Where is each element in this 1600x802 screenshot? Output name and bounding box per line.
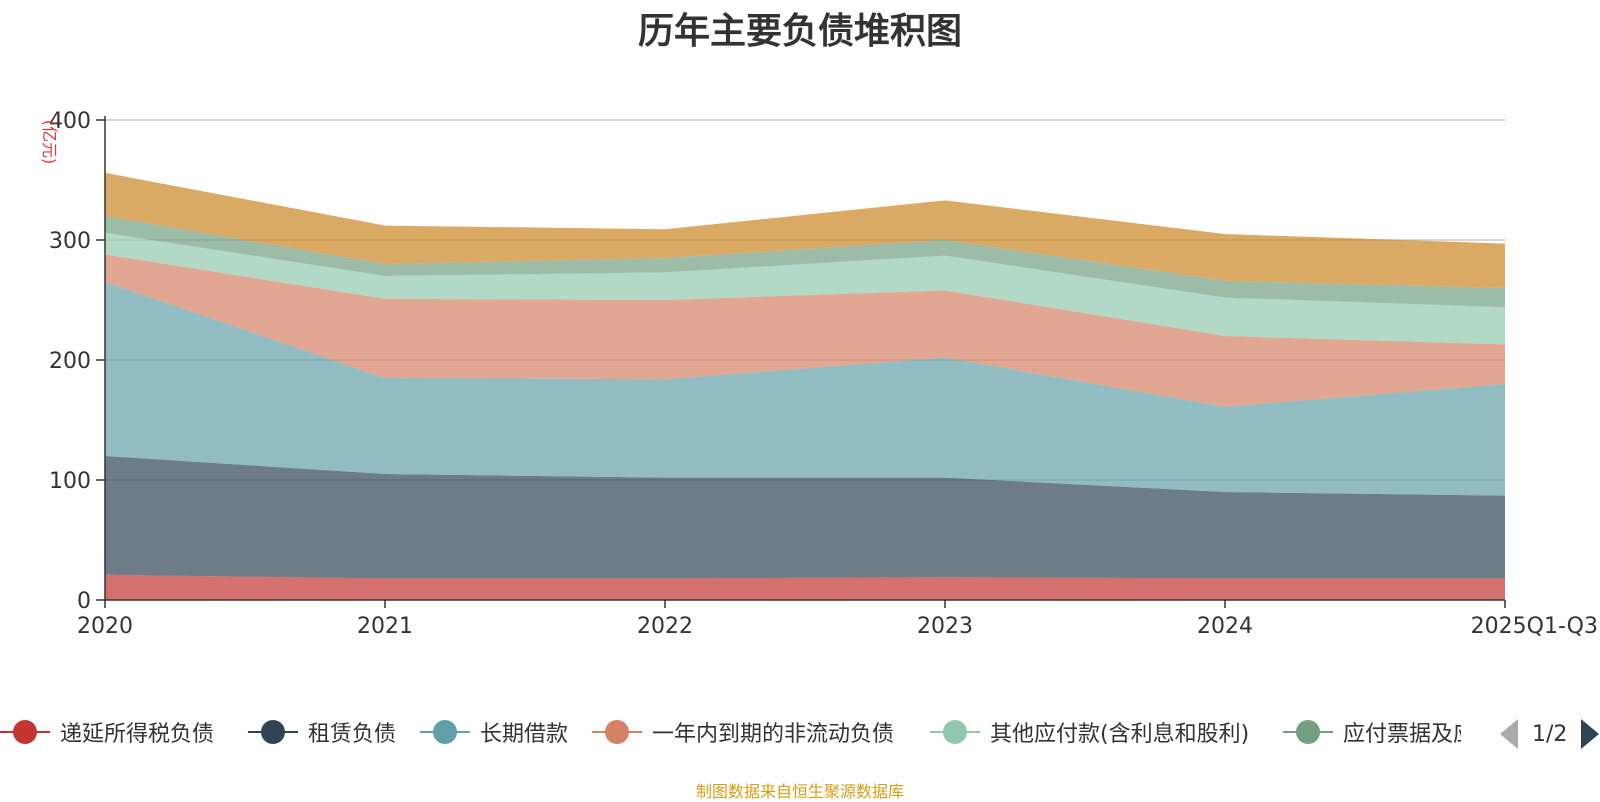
prev-page-icon[interactable] bbox=[1500, 719, 1518, 749]
x-tick-label: 2021 bbox=[357, 614, 413, 639]
y-tick-label: 400 bbox=[49, 109, 91, 134]
legend-page-indicator: 1/2 bbox=[1532, 721, 1568, 747]
area-series-2[interactable] bbox=[105, 282, 1505, 496]
legend-label: 递延所得税负债 bbox=[60, 722, 215, 747]
legend-pager: 1/2 bbox=[1500, 714, 1600, 754]
legend-marker bbox=[248, 712, 298, 752]
legend-marker bbox=[592, 712, 642, 752]
x-tick-label: 2025Q1-Q3 bbox=[1471, 614, 1598, 639]
next-page-icon[interactable] bbox=[1581, 719, 1600, 749]
y-tick-label: 300 bbox=[49, 229, 91, 254]
y-tick-label: 200 bbox=[49, 349, 91, 374]
source-note: 制图数据来自恒生聚源数据库 bbox=[695, 782, 904, 801]
area-series-1[interactable] bbox=[105, 456, 1505, 579]
legend-item-notes-payable[interactable]: 应付票据及应付账款 bbox=[1283, 712, 1461, 752]
legend-item-other-payables[interactable]: 其他应付款(含利息和股利) bbox=[930, 712, 1249, 752]
x-tick-label: 2024 bbox=[1197, 614, 1253, 639]
axes: 0 100 200 300 400 2020 2021 2022 2023 2024 2025Q1-… bbox=[49, 109, 1598, 639]
legend-item-deferred-tax[interactable]: 递延所得税负债 bbox=[0, 712, 214, 752]
x-tick-label: 2023 bbox=[917, 614, 973, 639]
legend-item-long-term-loans[interactable]: 长期借款 bbox=[420, 712, 568, 752]
legend-label: 长期借款 bbox=[480, 722, 569, 747]
area-series bbox=[105, 172, 1505, 600]
area-series-0[interactable] bbox=[105, 574, 1505, 600]
legend-marker bbox=[420, 712, 470, 752]
y-tick-label: 100 bbox=[49, 469, 91, 494]
y-tick-label: 0 bbox=[77, 589, 91, 614]
legend-item-current-noncurrent[interactable]: 一年内到期的非流动负债 bbox=[592, 712, 894, 752]
legend-marker bbox=[1283, 712, 1333, 752]
chart-plot: 0 100 200 300 400 2020 2021 2022 2023 2024 2025Q1-… bbox=[40, 109, 1598, 639]
area-series-6[interactable] bbox=[105, 172, 1505, 288]
x-tick-label: 2022 bbox=[637, 614, 693, 639]
legend-item-lease-liabilities[interactable]: 租赁负债 bbox=[248, 712, 396, 752]
area-series-4[interactable] bbox=[105, 232, 1505, 345]
area-series-3[interactable] bbox=[105, 254, 1505, 407]
legend: 递延所得税负债 租赁负债 长期借款 一年内到期的非流动负债 其他应付款(含利息和… bbox=[0, 712, 1600, 752]
legend-label: 应付票据及应付账款 bbox=[1343, 722, 1461, 747]
y-axis-unit-label: (亿元) bbox=[40, 120, 59, 165]
legend-marker bbox=[0, 712, 50, 752]
x-tick-label: 2020 bbox=[77, 614, 133, 639]
area-series-5[interactable] bbox=[105, 216, 1505, 308]
legend-label: 一年内到期的非流动负债 bbox=[652, 722, 895, 747]
legend-marker bbox=[930, 712, 980, 752]
legend-label: 租赁负债 bbox=[308, 722, 397, 747]
chart-title: 历年主要负债堆积图 bbox=[637, 11, 962, 52]
legend-label: 其他应付款(含利息和股利) bbox=[990, 722, 1250, 747]
